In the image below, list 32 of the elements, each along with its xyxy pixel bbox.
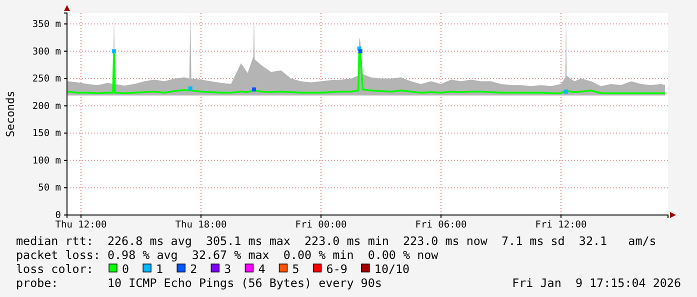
point <box>188 86 192 90</box>
y-tick-label: 350 m <box>32 18 62 30</box>
legend-label: 10/10 <box>374 262 410 276</box>
legend-label: 2 <box>190 262 198 276</box>
legend-label: 5 <box>292 262 300 276</box>
x-tick-label: Fri 12:00 <box>535 220 588 231</box>
y-tick-label: 250 m <box>32 74 62 85</box>
x-tick-label: Thu 18:00 <box>175 220 228 231</box>
x-tick-label: Fri 00:00 <box>295 220 348 231</box>
legend-title: loss color: <box>16 262 94 276</box>
legend-label: 4 <box>258 262 266 276</box>
point <box>358 49 362 54</box>
y-tick-label: 0 <box>55 210 62 222</box>
text: Fri Jan 9 17:15:04 2026 <box>512 276 681 290</box>
legend-label: 3 <box>224 262 232 276</box>
y-tick-label: 100 m <box>32 155 62 166</box>
y-tick-label: 200 m <box>32 100 62 112</box>
legend-label: 1 <box>156 262 164 276</box>
legend-label: 0 <box>122 262 130 276</box>
y-axis-title: Seconds <box>4 90 17 138</box>
legend-label: 6-9 <box>326 262 348 276</box>
y-tick-label: 300 m <box>32 46 62 58</box>
text: median rtt: 226.8 ms avg 305.1 ms max 223.0 ms min 223.0 ms now 7.1 ms sd 32.1 am/s <box>16 234 656 248</box>
text: packet loss: 0.98 % avg 32.67 % max 0.00 % min 0.00 % now <box>16 248 440 262</box>
point <box>112 49 116 54</box>
x-tick-label: Fri 06:00 <box>415 220 468 231</box>
x-tick-label: Thu 12:00 <box>55 220 108 231</box>
text: probe: 10 ICMP Echo Pings (56 Bytes) every 90s <box>16 276 382 290</box>
point <box>564 90 568 94</box>
y-tick-label: 150 m <box>32 128 62 140</box>
y-tick-label: 50 m <box>38 182 62 194</box>
point <box>252 87 256 92</box>
